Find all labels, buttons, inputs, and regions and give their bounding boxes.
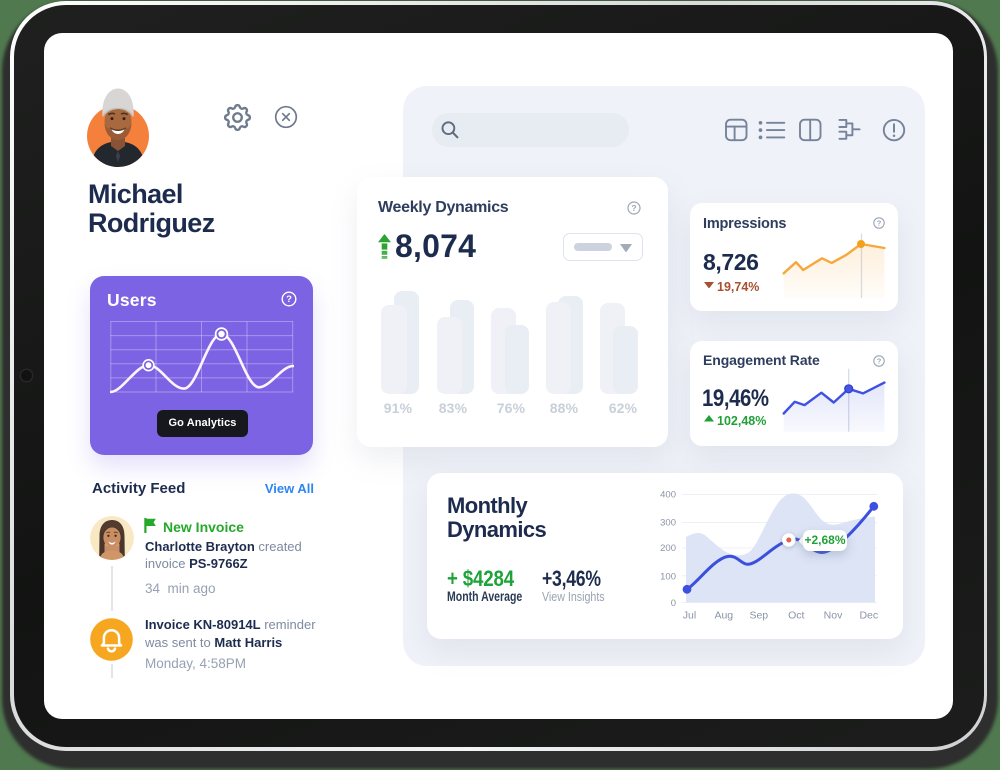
svg-text:?: ? xyxy=(631,203,636,213)
svg-text:Dec: Dec xyxy=(859,610,878,622)
svg-text:Oct: Oct xyxy=(788,610,804,622)
svg-text:300: 300 xyxy=(660,518,676,529)
svg-text:Jul: Jul xyxy=(683,610,696,622)
svg-text:100: 100 xyxy=(660,571,676,582)
svg-text:0: 0 xyxy=(671,598,676,609)
svg-text:Aug: Aug xyxy=(714,610,733,622)
svg-text:?: ? xyxy=(877,357,882,366)
svg-text:Nov: Nov xyxy=(824,610,843,622)
svg-text:Sep: Sep xyxy=(749,610,768,622)
svg-text:?: ? xyxy=(286,294,292,305)
svg-text:200: 200 xyxy=(660,543,676,554)
svg-text:400: 400 xyxy=(660,490,676,501)
svg-text:?: ? xyxy=(877,219,882,228)
